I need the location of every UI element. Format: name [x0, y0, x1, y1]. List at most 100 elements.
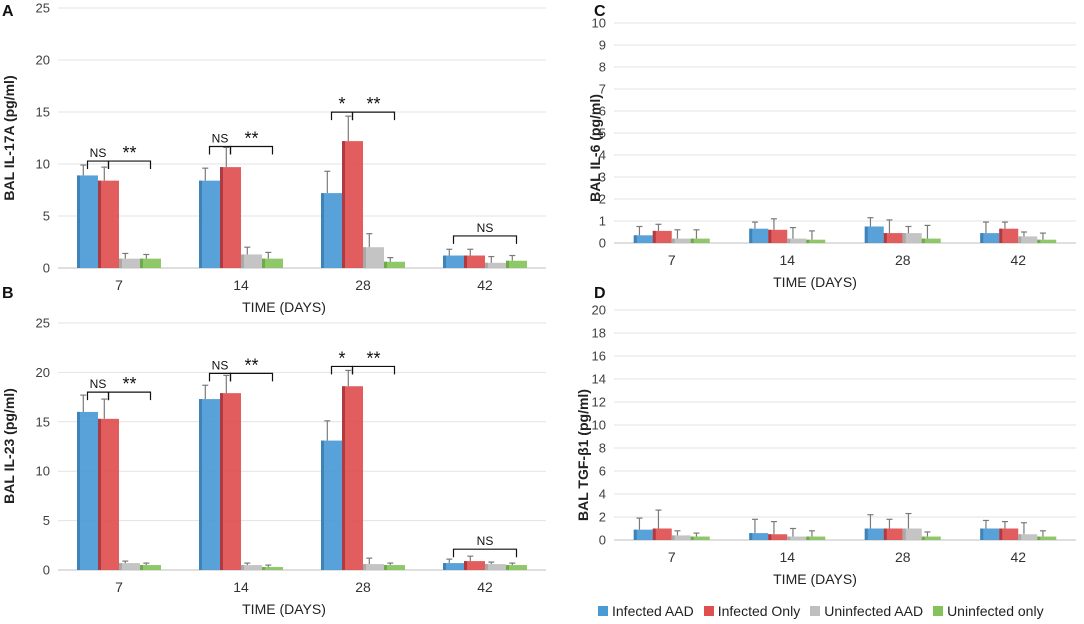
legend-label: Infected AAD [612, 603, 694, 619]
bar-infected-only [220, 393, 241, 570]
y-tick-label: 25 [36, 316, 50, 331]
bar-infected-aad [199, 399, 220, 570]
significance-label: * [338, 94, 345, 114]
bar-infected-aad [199, 180, 220, 268]
bar-edge-uninfected-only [506, 260, 509, 268]
bar-edge-uninfected-aad [1018, 236, 1022, 243]
panel-letter: B [2, 285, 14, 302]
bar-uninfected-aad [241, 254, 262, 268]
significance-bracket [229, 145, 274, 155]
bar-edge-infected-aad [633, 235, 637, 243]
legend-item-infected-aad: Infected AAD [598, 603, 694, 619]
bar-uninfected-only [1037, 239, 1057, 243]
bar-edge-infected-only [220, 393, 223, 570]
bar-uninfected-aad [363, 564, 384, 570]
bar-uninfected-aad [787, 536, 807, 540]
bar-edge-infected-aad [749, 533, 753, 540]
bar-uninfected-only [921, 238, 941, 243]
legend-swatch-infected-only [703, 606, 714, 616]
x-tick-label: 28 [895, 252, 911, 268]
chart-panel-c: 0 1 2 3 4 5 6 7 8 9 10 7 14 28 42 TIME (DAYS) BAL IL-6 (… [587, 3, 1076, 290]
bar-infected-only [768, 229, 788, 243]
bar-edge-uninfected-only [1037, 239, 1041, 243]
bar-edge-uninfected-aad [787, 238, 791, 243]
x-axis-title: TIME (DAYS) [242, 601, 326, 617]
y-tick-label: 10 [36, 464, 50, 479]
significance-label: ** [366, 94, 380, 114]
significance-label: NS [90, 146, 107, 160]
bar-uninfected-aad [119, 563, 140, 570]
bar-edge-uninfected-aad [241, 254, 244, 268]
bar-edge-infected-aad [980, 528, 984, 540]
bar-edge-infected-only [999, 228, 1003, 243]
legend-swatch-uninfected-only [933, 606, 944, 616]
bar-edge-uninfected-only [140, 258, 143, 268]
x-axis-title: TIME (DAYS) [773, 571, 857, 587]
bar-edge-infected-only [220, 167, 223, 268]
bar-edge-uninfected-aad [363, 247, 366, 268]
bar-uninfected-aad [671, 535, 691, 540]
chart-panel-d: 0 2 4 6 8 10 12 14 16 18 20 7 14 28 42 TIME (DAYS) BAL T… [575, 285, 1076, 587]
y-tick-label: 14 [592, 372, 606, 387]
bar-infected-only [652, 230, 672, 243]
bar-infected-aad [633, 235, 653, 243]
legend-item-uninfected-only: Uninfected only [933, 603, 1044, 619]
x-tick-label: 42 [1010, 252, 1026, 268]
bar-edge-infected-only [652, 230, 656, 243]
bar-infected-aad [864, 528, 884, 540]
y-tick-label: 6 [599, 104, 606, 119]
y-tick-label: 25 [36, 1, 50, 16]
bar-edge-uninfected-aad [671, 535, 675, 540]
bar-uninfected-only [262, 567, 283, 570]
x-tick-label: 14 [233, 277, 249, 293]
significance-label: ** [244, 128, 258, 148]
significance-label: ** [366, 348, 380, 368]
x-axis-title: TIME (DAYS) [242, 299, 326, 315]
y-tick-label: 4 [599, 487, 606, 502]
significance-label: ** [244, 355, 258, 375]
bar-uninfected-aad [902, 528, 922, 540]
legend-label: Uninfected AAD [824, 603, 924, 619]
y-tick-label: 5 [43, 209, 50, 224]
bar-edge-infected-aad [980, 233, 984, 243]
y-tick-label: 16 [592, 349, 606, 364]
bar-edge-uninfected-aad [363, 564, 366, 570]
y-tick-label: 20 [36, 53, 50, 68]
bar-infected-aad [77, 175, 98, 268]
bar-edge-uninfected-aad [902, 233, 906, 243]
bar-uninfected-only [806, 239, 826, 243]
bar-edge-infected-aad [199, 180, 202, 268]
bar-edge-infected-aad [864, 226, 868, 243]
significance-bracket [452, 548, 518, 558]
bar-infected-only [652, 528, 672, 540]
y-tick-label: 3 [599, 170, 606, 185]
significance-label: NS [477, 221, 494, 235]
legend-label: Infected Only [717, 603, 801, 619]
bar-edge-uninfected-only [690, 238, 694, 243]
y-tick-label: 0 [599, 236, 606, 251]
significance-label: ** [122, 143, 136, 163]
significance-bracket [86, 160, 110, 170]
y-tick-label: 9 [599, 38, 606, 53]
panel-letter: D [594, 285, 606, 302]
y-tick-label: 4 [599, 148, 606, 163]
bar-uninfected-aad [787, 238, 807, 243]
bar-edge-uninfected-only [921, 238, 925, 243]
bar-infected-aad [443, 563, 464, 570]
bar-edge-infected-only [883, 233, 887, 243]
bar-infected-aad [749, 228, 769, 243]
significance-label: NS [212, 131, 229, 145]
x-tick-label: 28 [355, 277, 371, 293]
legend-label: Uninfected only [947, 603, 1044, 619]
bar-uninfected-only [690, 536, 710, 540]
significance-bracket [452, 235, 518, 244]
y-tick-label: 20 [36, 365, 50, 380]
bar-infected-aad [321, 440, 342, 570]
y-tick-label: 2 [599, 510, 606, 525]
bar-edge-infected-aad [199, 399, 202, 570]
bar-edge-infected-only [883, 528, 887, 540]
bar-infected-only [220, 167, 241, 268]
bar-infected-aad [443, 255, 464, 268]
bar-edge-infected-aad [321, 440, 324, 570]
